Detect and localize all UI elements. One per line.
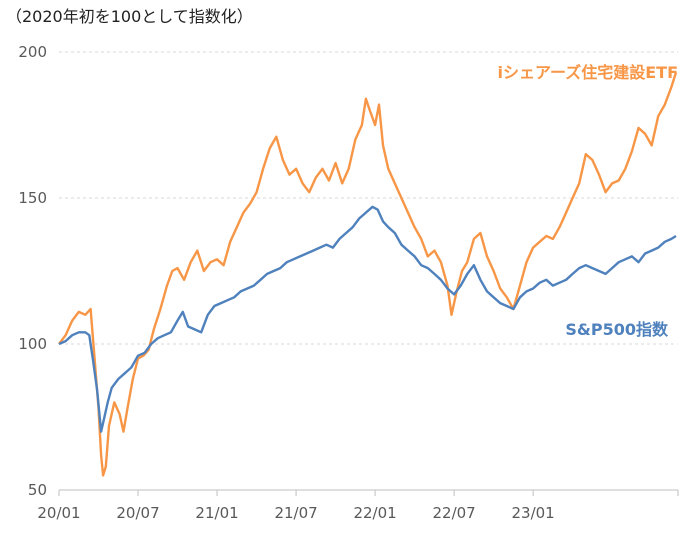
- series-line-housing-etf: [58, 72, 678, 477]
- x-tick-label: 23/01: [512, 504, 555, 522]
- series-line-sp500: [58, 205, 677, 433]
- x-tick-label: 22/07: [432, 504, 475, 522]
- chart-title: （2020年初を100として指数化）: [6, 7, 253, 26]
- x-tick-label: 20/01: [37, 504, 80, 522]
- legend-label-housing-etf: iシェアーズ住宅建設ETF: [498, 63, 679, 82]
- legend-label-sp500: S&P500指数: [565, 320, 669, 339]
- x-tick-label: 21/07: [274, 504, 317, 522]
- x-tick-label: 20/07: [116, 504, 159, 522]
- series-group: [58, 72, 678, 477]
- x-axis: 20/01 20/07 21/01 21/07 22/01 22/07 23/01: [37, 489, 679, 522]
- y-tick-label: 150: [18, 189, 47, 207]
- y-tick-label: 100: [18, 335, 47, 353]
- gridlines: [59, 51, 678, 345]
- x-tick-label: 21/01: [195, 504, 238, 522]
- y-axis-tick-labels: 50 100 150 200: [18, 43, 47, 499]
- x-tick-label: 22/01: [353, 504, 396, 522]
- legend: iシェアーズ住宅建設ETF S&P500指数: [498, 63, 679, 339]
- y-tick-label: 50: [28, 481, 47, 499]
- y-tick-label: 200: [18, 43, 47, 61]
